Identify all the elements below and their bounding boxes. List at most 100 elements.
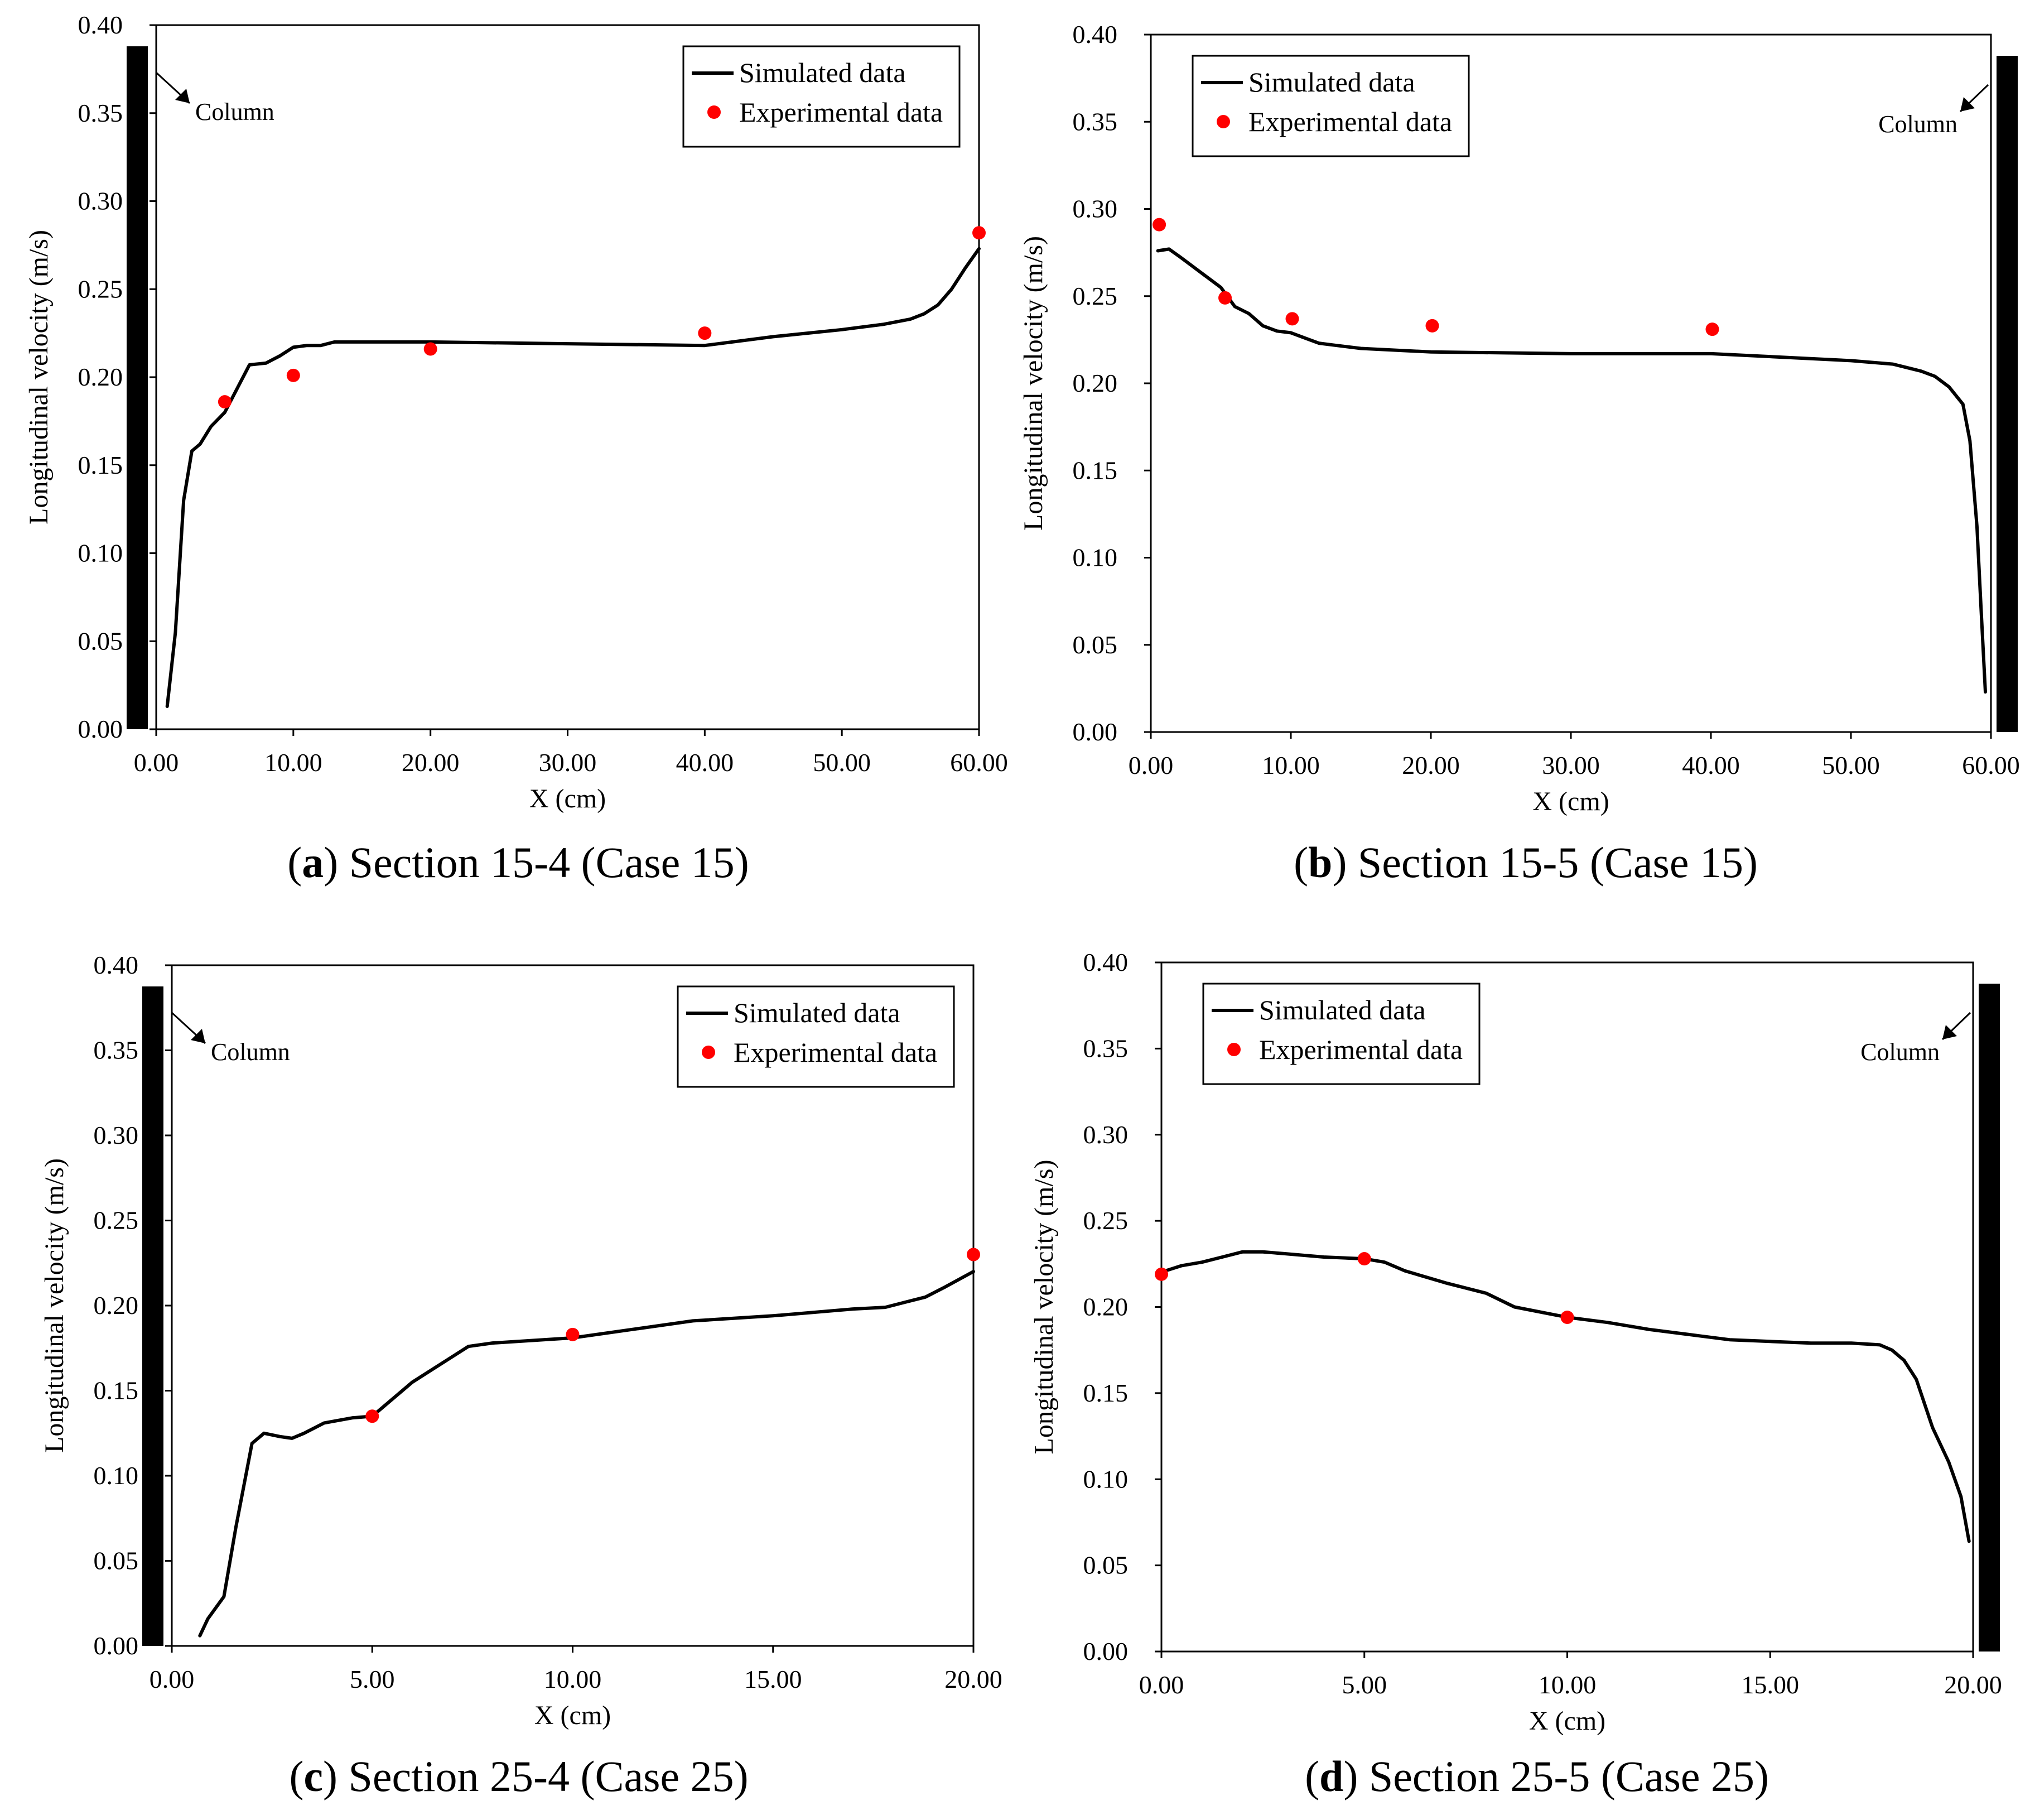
y-tick-label: 0.25 [1073, 282, 1118, 310]
column-label: Column [1878, 110, 1957, 138]
legend-dot-swatch [707, 105, 721, 119]
legend-label-experimental: Experimental data [734, 1037, 937, 1068]
caption-paren-open: ( [287, 838, 302, 887]
legend: Simulated data Experimental data [1202, 983, 1481, 1085]
legend-box [1202, 983, 1481, 1085]
data-point-experimental [1153, 218, 1166, 232]
x-axis-label: X (cm) [1532, 787, 1609, 816]
legend-label-simulated: Simulated data [1259, 994, 1426, 1025]
y-axis-label: Longitudinal velocity (m/s) [1029, 1160, 1059, 1455]
x-tick-label: 50.00 [1822, 751, 1880, 779]
x-tick-label: 5.00 [1342, 1670, 1387, 1699]
legend: Simulated data Experimental data [1192, 55, 1470, 157]
y-tick-label: 0.10 [1073, 543, 1118, 572]
arrowhead-icon [191, 1029, 205, 1043]
caption-text: Section 15-4 (Case 15) [338, 838, 749, 887]
data-point-experimental [967, 1248, 980, 1262]
y-tick-label: 0.15 [78, 451, 123, 479]
legend-box [1192, 55, 1470, 157]
legend-label-simulated: Simulated data [739, 57, 906, 88]
caption-letter: a [302, 838, 324, 887]
y-tick-label: 0.20 [94, 1291, 139, 1320]
y-tick-label: 0.40 [1083, 948, 1129, 976]
y-tick-label: 0.10 [1083, 1465, 1129, 1493]
data-point-experimental [1357, 1252, 1371, 1266]
column-label: Column [1860, 1038, 1940, 1066]
y-tick-label: 0.35 [1073, 107, 1118, 136]
legend-label-experimental: Experimental data [739, 97, 943, 128]
arrowhead-icon [1960, 97, 1975, 112]
x-tick-label: 0.00 [150, 1665, 195, 1693]
column-bar [1979, 984, 2000, 1652]
series-line-simulated [198, 1270, 975, 1638]
column-label: Column [195, 98, 274, 126]
data-point-experimental [1155, 1267, 1168, 1281]
legend-label-experimental: Experimental data [1259, 1034, 1463, 1065]
x-tick-label: 50.00 [813, 748, 871, 777]
y-tick-label: 0.15 [1073, 456, 1118, 484]
y-tick-label: 0.35 [1083, 1034, 1129, 1062]
panel-caption: (b) Section 15-5 (Case 15) [1294, 838, 1758, 887]
data-point-experimental [972, 226, 986, 240]
x-tick-label: 5.00 [350, 1665, 395, 1693]
arrowhead-icon [1942, 1025, 1957, 1039]
y-tick-label: 0.05 [1073, 630, 1118, 659]
y-tick-label: 0.00 [94, 1631, 139, 1660]
data-point-experimental [286, 368, 300, 382]
y-tick-label: 0.10 [78, 539, 123, 567]
legend-dot-swatch [702, 1046, 715, 1059]
data-point-experimental [1425, 319, 1439, 333]
caption-letter: d [1319, 1752, 1343, 1800]
legend-label-simulated: Simulated data [734, 997, 900, 1028]
series-line-simulated [1156, 247, 1987, 694]
data-point-experimental [1218, 291, 1232, 305]
x-tick-label: 10.00 [264, 748, 322, 777]
y-tick-label: 0.05 [1083, 1551, 1129, 1580]
caption-paren-open: ( [1294, 838, 1308, 887]
y-tick-label: 0.10 [94, 1461, 139, 1490]
y-tick-label: 0.05 [78, 627, 123, 655]
data-point-experimental [698, 326, 712, 340]
data-point-experimental [423, 342, 437, 356]
x-tick-label: 15.00 [744, 1665, 802, 1693]
y-axis-label: Longitudinal velocity (m/s) [24, 230, 54, 524]
x-tick-label: 30.00 [539, 748, 597, 777]
legend: Simulated data Experimental data [677, 985, 955, 1088]
y-tick-label: 0.20 [1073, 369, 1118, 397]
y-tick-label: 0.00 [1073, 718, 1118, 746]
y-tick-label: 0.15 [1083, 1379, 1129, 1407]
data-point-experimental [566, 1327, 580, 1341]
x-tick-label: 10.00 [1539, 1670, 1597, 1699]
caption-paren-close: ) [324, 838, 338, 887]
chart-d: 0.00 0.05 0.10 0.15 0.20 0.25 0.30 0.35 0.40 0.00… [1029, 948, 2002, 1800]
data-point-experimental [218, 395, 232, 409]
x-tick-label: 20.00 [402, 748, 460, 777]
y-tick-label: 0.35 [94, 1036, 139, 1065]
y-tick-label: 0.25 [1083, 1206, 1129, 1235]
caption-text: Section 15-5 (Case 15) [1347, 838, 1758, 887]
x-tick-label: 10.00 [544, 1665, 602, 1693]
y-tick-label: 0.30 [1083, 1120, 1129, 1149]
legend: Simulated data Experimental data [682, 45, 961, 148]
chart-b: 0.00 0.05 0.10 0.15 0.20 0.25 0.30 0.35 0.40 0.00… [1019, 20, 2020, 887]
data-point-experimental [1285, 312, 1299, 326]
y-tick-label: 0.00 [78, 715, 123, 743]
panel-caption: (c) Section 25-4 (Case 25) [289, 1752, 748, 1800]
caption-letter: b [1308, 838, 1332, 887]
panel-caption: (a) Section 15-4 (Case 15) [287, 838, 749, 887]
x-tick-label: 40.00 [676, 748, 734, 777]
caption-text: Section 25-4 (Case 25) [337, 1752, 749, 1800]
caption-text: Section 25-5 (Case 25) [1358, 1752, 1769, 1800]
y-tick-label: 0.20 [78, 363, 123, 391]
x-tick-label: 60.00 [1962, 751, 2020, 779]
legend-dot-swatch [1227, 1043, 1241, 1056]
y-tick-label: 0.30 [1073, 195, 1118, 223]
column-bar [127, 46, 148, 729]
y-tick-label: 0.40 [78, 11, 123, 39]
x-tick-label: 10.00 [1262, 751, 1320, 779]
x-tick-label: 40.00 [1682, 751, 1740, 779]
x-tick-label: 0.00 [1139, 1670, 1184, 1699]
series-line-simulated [1164, 1250, 1971, 1543]
x-tick-label: 30.00 [1542, 751, 1600, 779]
